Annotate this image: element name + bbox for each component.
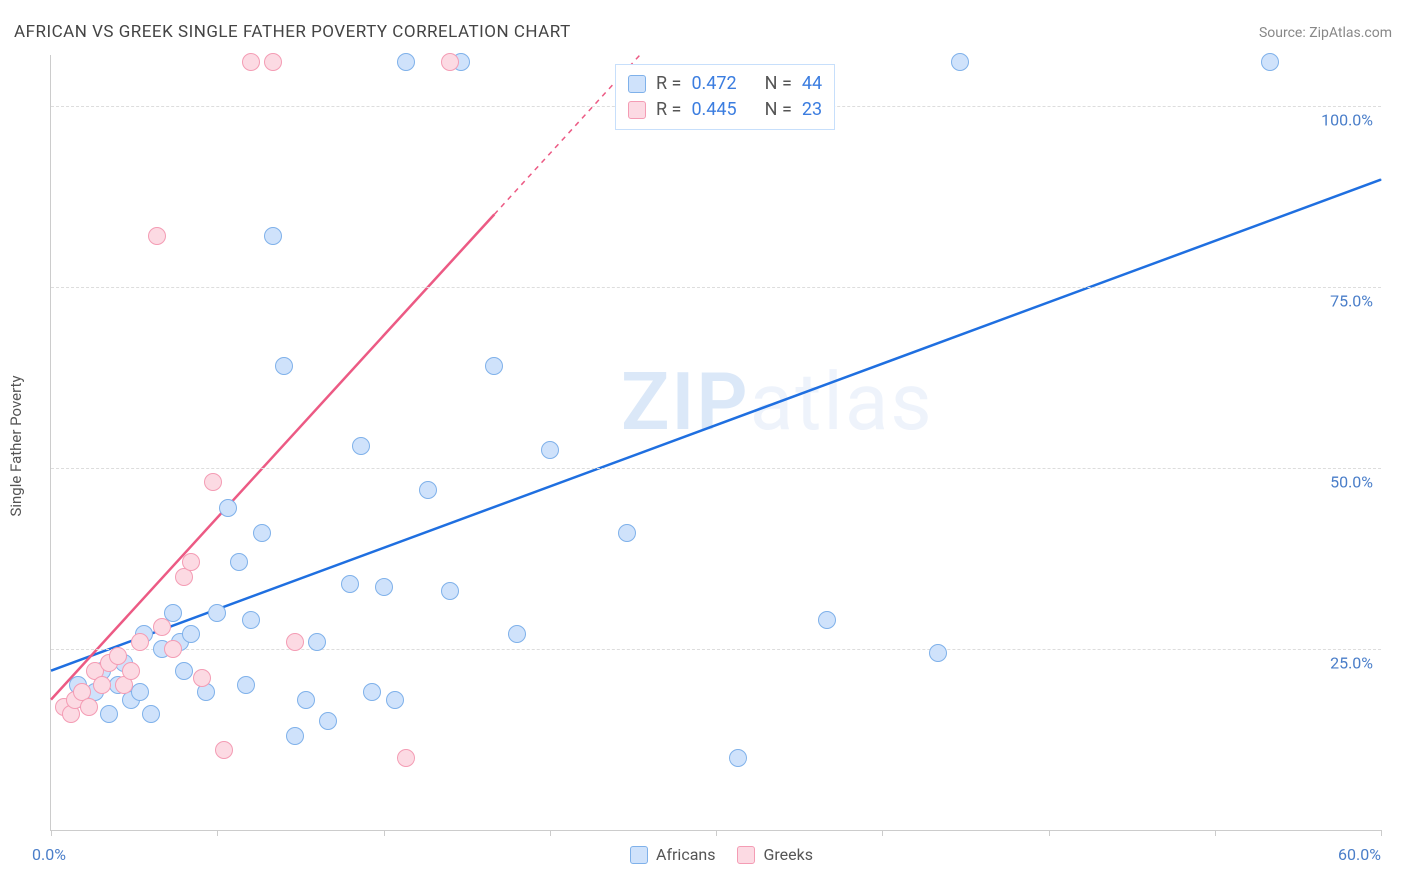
data-point (204, 473, 222, 491)
r-label: R = (656, 97, 681, 123)
data-point (386, 691, 404, 709)
scatter-plot: ZIPatlas 25.0% 50.0% 75.0% 100.0% (50, 55, 1381, 831)
y-tick-label: 50.0% (1330, 472, 1373, 491)
stats-legend: R = 0.472 N = 44 R = 0.445 N = 23 (615, 64, 835, 130)
data-point (297, 691, 315, 709)
r-value: 0.472 (691, 71, 736, 97)
x-tick (1381, 830, 1382, 836)
legend-item: Greeks (737, 845, 813, 864)
gridline (51, 649, 1381, 650)
legend-swatch (630, 846, 648, 864)
data-point (508, 625, 526, 643)
data-point (397, 53, 415, 71)
watermark: ZIPatlas (621, 355, 934, 449)
data-point (441, 53, 459, 71)
data-point (237, 676, 255, 694)
data-point (193, 669, 211, 687)
gridline (51, 468, 1381, 469)
data-point (242, 611, 260, 629)
x-tick (1215, 830, 1216, 836)
data-point (541, 441, 559, 459)
data-point (148, 227, 166, 245)
data-point (375, 578, 393, 596)
data-point (818, 611, 836, 629)
data-point (286, 727, 304, 745)
data-point (219, 499, 237, 517)
data-point (951, 53, 969, 71)
x-tick (217, 830, 218, 836)
data-point (618, 524, 636, 542)
data-point (308, 633, 326, 651)
gridline (51, 287, 1381, 288)
chart-title: AFRICAN VS GREEK SINGLE FATHER POVERTY C… (14, 22, 571, 42)
x-axis-max-label: 60.0% (1338, 845, 1381, 864)
watermark-zip: ZIP (621, 355, 750, 449)
stats-legend-row: R = 0.445 N = 23 (628, 97, 822, 123)
data-point (175, 662, 193, 680)
data-point (264, 227, 282, 245)
x-axis-min-label: 0.0% (32, 845, 66, 864)
data-point (100, 705, 118, 723)
data-point (230, 553, 248, 571)
data-point (80, 698, 98, 716)
x-tick (1049, 830, 1050, 836)
data-point (286, 633, 304, 651)
legend-label: Greeks (763, 845, 813, 864)
r-label: R = (656, 71, 681, 97)
x-tick (716, 830, 717, 836)
legend-label: Africans (656, 845, 715, 864)
data-point (93, 676, 111, 694)
data-point (1261, 53, 1279, 71)
data-point (441, 582, 459, 600)
data-point (363, 683, 381, 701)
data-point (131, 683, 149, 701)
data-point (397, 749, 415, 767)
n-value: 44 (802, 71, 822, 97)
data-point (485, 357, 503, 375)
data-point (275, 357, 293, 375)
y-tick-label: 100.0% (1321, 110, 1373, 129)
data-point (729, 749, 747, 767)
series-legend: Africans Greeks (630, 845, 813, 864)
y-tick-label: 75.0% (1330, 291, 1373, 310)
data-point (319, 712, 337, 730)
r-value: 0.445 (691, 97, 736, 123)
data-point (419, 481, 437, 499)
data-point (182, 553, 200, 571)
legend-item: Africans (630, 845, 715, 864)
data-point (208, 604, 226, 622)
data-point (352, 437, 370, 455)
y-axis-label: Single Father Poverty (7, 375, 25, 516)
data-point (929, 644, 947, 662)
n-label: N = (765, 97, 792, 123)
x-tick (384, 830, 385, 836)
legend-swatch (628, 101, 646, 119)
regression-lines (51, 55, 1381, 830)
n-label: N = (765, 71, 792, 97)
data-point (215, 741, 233, 759)
data-point (164, 640, 182, 658)
legend-swatch (737, 846, 755, 864)
legend-swatch (628, 75, 646, 93)
data-point (142, 705, 160, 723)
stats-legend-row: R = 0.472 N = 44 (628, 71, 822, 97)
data-point (253, 524, 271, 542)
n-value: 23 (802, 97, 822, 123)
data-point (264, 53, 282, 71)
chart-header: AFRICAN VS GREEK SINGLE FATHER POVERTY C… (14, 22, 1392, 42)
data-point (122, 662, 140, 680)
x-tick (882, 830, 883, 836)
chart-source: Source: ZipAtlas.com (1259, 25, 1392, 41)
data-point (182, 625, 200, 643)
data-point (242, 53, 260, 71)
x-tick (550, 830, 551, 836)
data-point (153, 618, 171, 636)
data-point (341, 575, 359, 593)
data-point (131, 633, 149, 651)
y-tick-label: 25.0% (1330, 653, 1373, 672)
watermark-atlas: atlas (750, 355, 934, 449)
x-tick (51, 830, 52, 836)
data-point (109, 647, 127, 665)
